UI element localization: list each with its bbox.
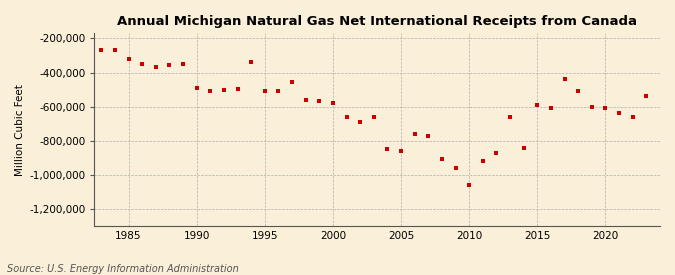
Point <box>232 87 243 91</box>
Point <box>409 132 420 136</box>
Point <box>151 64 161 69</box>
Point <box>396 149 406 153</box>
Point <box>559 77 570 82</box>
Point <box>327 101 338 105</box>
Point <box>164 63 175 67</box>
Point <box>137 62 148 66</box>
Point <box>614 111 624 116</box>
Point <box>423 134 434 139</box>
Point <box>287 80 298 84</box>
Text: Source: U.S. Energy Information Administration: Source: U.S. Energy Information Administ… <box>7 264 238 274</box>
Point <box>532 103 543 107</box>
Point <box>477 159 488 163</box>
Point <box>219 87 230 92</box>
Point <box>641 94 652 98</box>
Point <box>178 62 188 66</box>
Point <box>545 106 556 111</box>
Point <box>341 115 352 119</box>
Point <box>505 115 516 119</box>
Title: Annual Michigan Natural Gas Net International Receipts from Canada: Annual Michigan Natural Gas Net Internat… <box>117 15 637 28</box>
Point <box>627 115 638 119</box>
Point <box>464 183 475 187</box>
Point <box>573 89 584 94</box>
Y-axis label: Million Cubic Feet: Million Cubic Feet <box>15 84 25 175</box>
Point <box>123 57 134 61</box>
Point <box>600 106 611 111</box>
Point <box>314 98 325 103</box>
Point <box>96 47 107 52</box>
Point <box>109 48 120 53</box>
Point <box>191 86 202 90</box>
Point <box>246 60 256 65</box>
Point <box>205 89 216 94</box>
Point <box>259 89 270 94</box>
Point <box>450 166 461 170</box>
Point <box>300 98 311 102</box>
Point <box>587 104 597 109</box>
Point <box>437 157 448 162</box>
Point <box>518 145 529 150</box>
Point <box>491 150 502 155</box>
Point <box>369 115 379 119</box>
Point <box>273 89 284 94</box>
Point <box>355 120 366 124</box>
Point <box>382 147 393 152</box>
